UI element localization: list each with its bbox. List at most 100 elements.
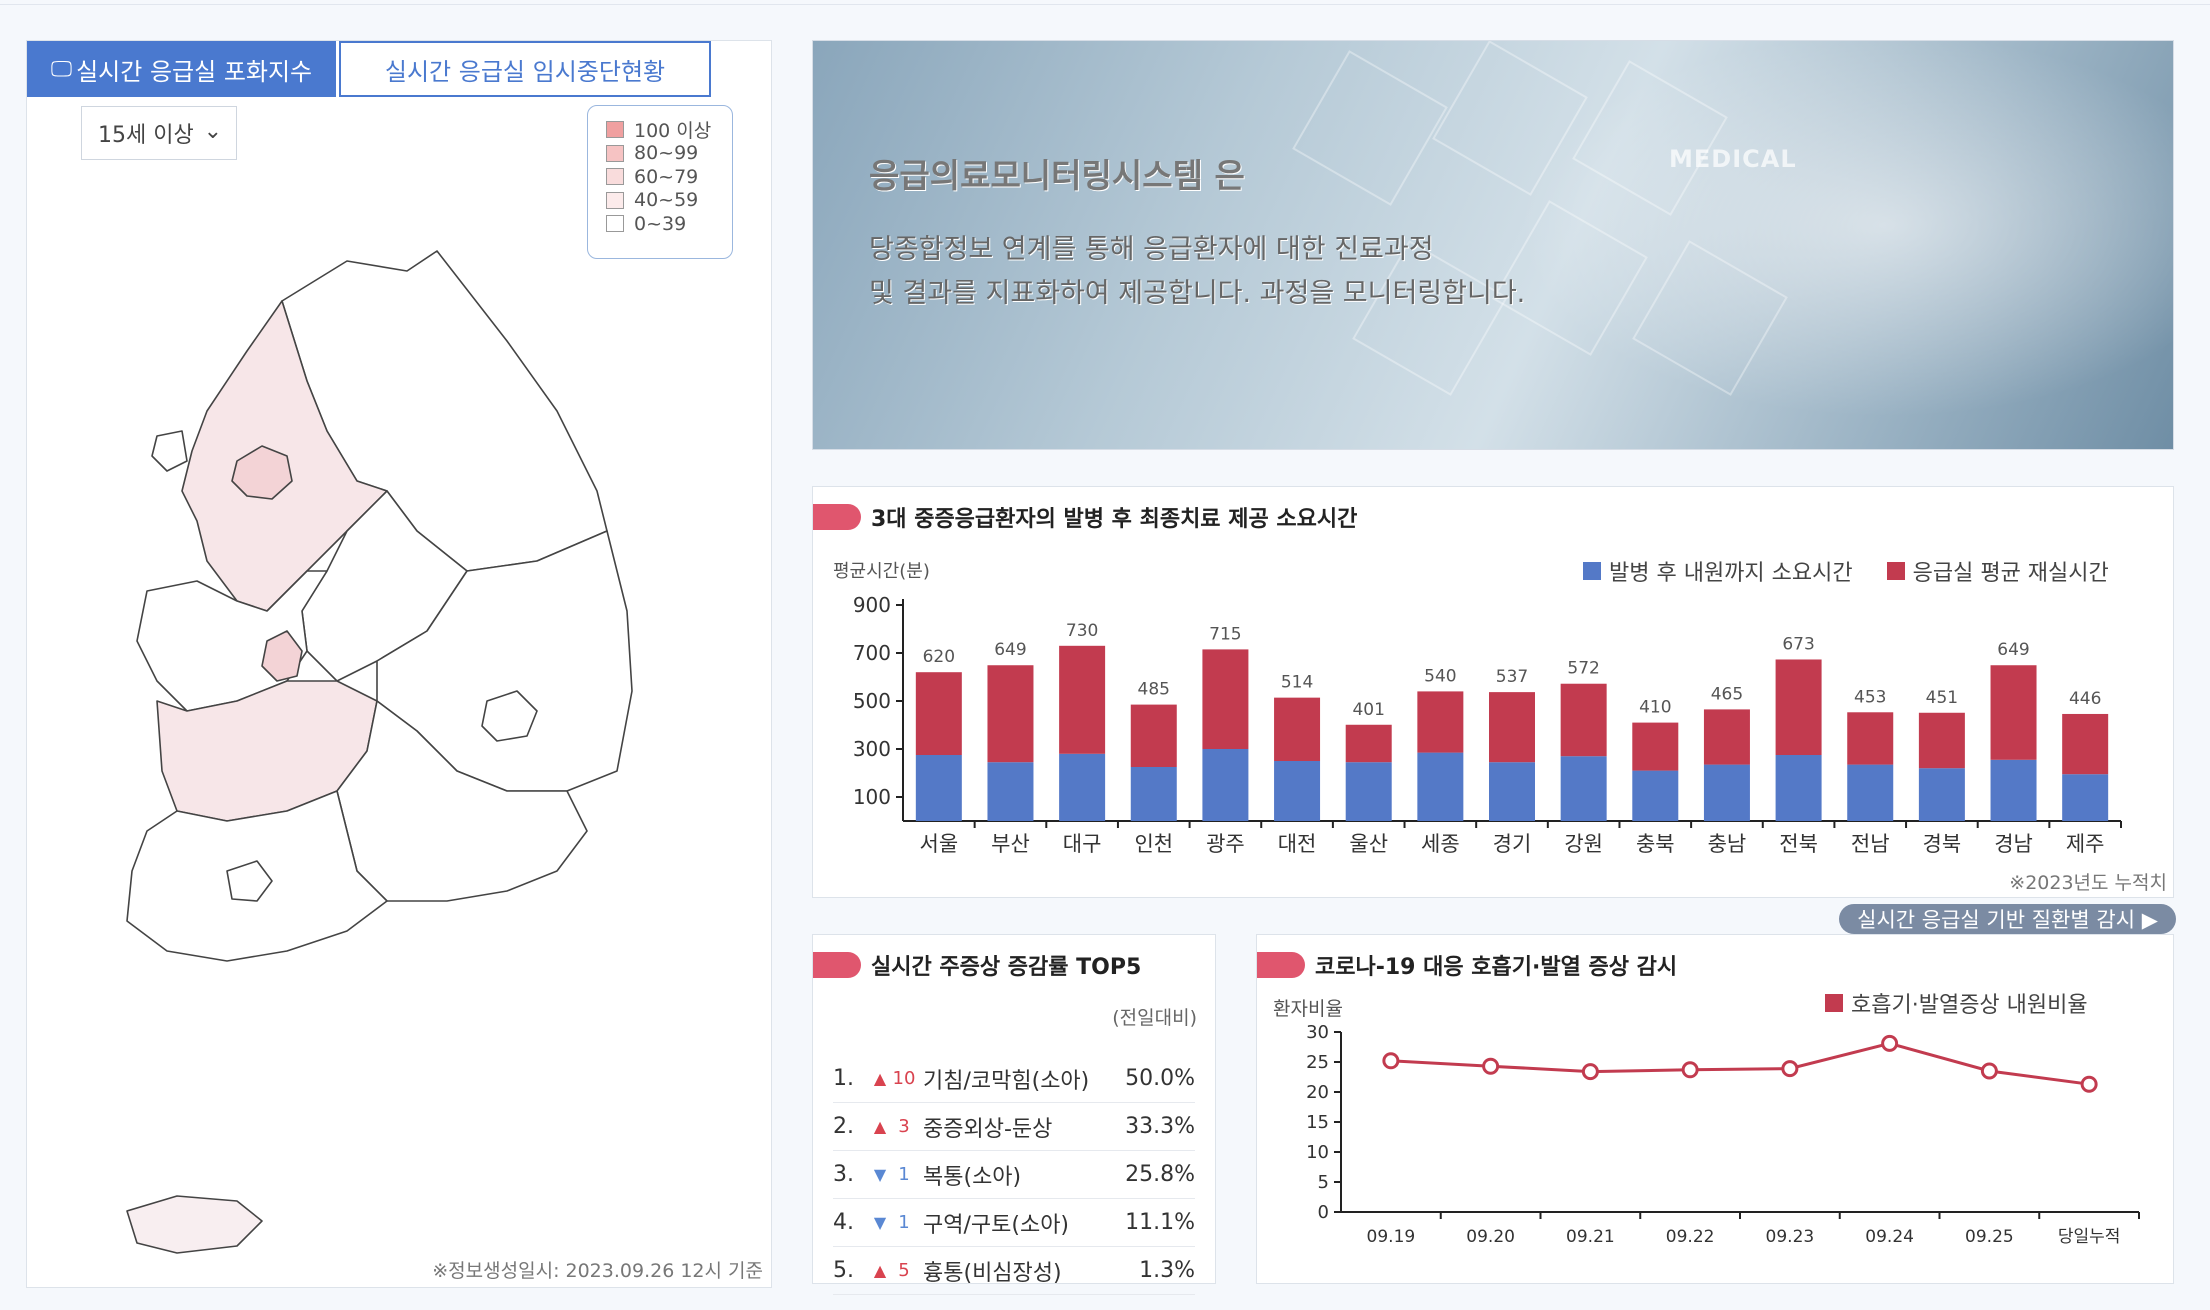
list-item[interactable]: 3. ▼ 1 복통(소아) 25.8%: [833, 1151, 1195, 1199]
triangle-down-icon: ▼: [873, 1165, 887, 1184]
rank: 3.: [833, 1162, 854, 1187]
region-incheon: [151, 430, 188, 472]
y-tick-label: 100: [853, 785, 891, 809]
bar-er-stay-time: [1918, 712, 1965, 769]
bar-arrival-time: [1345, 762, 1392, 821]
rank: 1.: [833, 1066, 854, 1091]
banner-description-line2: 및 결과를 지표화하여 제공합니다. 과정을 모니터링합니다.: [869, 278, 1526, 309]
bar-arrival-time: [1202, 749, 1249, 821]
bar-total-label: 620: [923, 647, 955, 667]
y-tick-label: 300: [853, 737, 891, 761]
covid-chart-title: 코로나-19 대응 호흡기·발열 증상 감시: [1315, 955, 1678, 980]
bar-total-label: 485: [1138, 680, 1170, 700]
bar-total-label: 514: [1281, 673, 1313, 693]
y-tick-label: 500: [853, 689, 891, 713]
bar-arrival-time: [1489, 762, 1535, 821]
bar-arrival-time: [1703, 764, 1750, 821]
x-tick-label: 대구: [1063, 832, 1102, 856]
bar-er-stay-time: [1990, 665, 2037, 760]
bar-total-label: 715: [1209, 624, 1241, 644]
treatment-time-chart-panel: 3대 중증응급환자의 발병 후 최종치료 제공 소요시간 발병 후 내원까지 소…: [812, 486, 2174, 898]
x-tick-label: 대전: [1278, 832, 1317, 856]
bar-er-stay-time: [987, 665, 1034, 763]
bar-er-stay-time: [1632, 722, 1679, 771]
x-tick-label: 광주: [1206, 832, 1245, 856]
legend-swatch: [606, 121, 624, 139]
region-seoul: [231, 445, 293, 500]
symptom-name: 구역/구토(소아): [923, 1212, 1070, 1238]
list-item[interactable]: 2. ▲ 3 중증외상-둔상 33.3%: [833, 1103, 1195, 1151]
covid-surveillance-panel: 코로나-19 대응 호흡기·발열 증상 감시 호흡기·발열증상 내원비율 환자비…: [1256, 934, 2174, 1284]
x-tick-label: 09.22: [1666, 1227, 1715, 1247]
tab-suspension-status[interactable]: 실시간 응급실 임시중단현황: [339, 41, 711, 97]
x-tick-label: 강원: [1564, 832, 1603, 856]
legend-swatch: [1583, 562, 1601, 580]
x-tick-label: 당일누적: [2058, 1227, 2121, 1247]
bar-arrival-time: [987, 762, 1034, 821]
age-filter-select[interactable]: 15세 이상 ⌄: [81, 106, 237, 160]
tab-saturation-index[interactable]: 🖵 실시간 응급실 포화지수: [27, 41, 336, 97]
triangle-up-icon: ▲: [873, 1261, 887, 1280]
increase-rate: 1.3%: [1139, 1258, 1195, 1283]
top5-list: 1. ▲ 10 기침/코막힘(소아) 50.0% 2. ▲ 3 중증외상-둔상 …: [833, 1055, 1195, 1295]
legend-swatch: [606, 168, 624, 186]
bar-total-label: 451: [1926, 688, 1958, 708]
bar-er-stay-time: [915, 672, 962, 755]
y-tick-label: 0: [1318, 1202, 1329, 1223]
change-count: 1: [898, 1164, 910, 1185]
bar-total-label: 401: [1352, 700, 1384, 720]
symptom-name: 복통(소아): [923, 1164, 1022, 1190]
bar-arrival-time: [1274, 761, 1321, 821]
treatment-time-chart-title: 3대 중증응급환자의 발병 후 최종치료 제공 소요시간: [871, 507, 1358, 532]
x-tick-label: 울산: [1349, 832, 1388, 856]
bar-er-stay-time: [1847, 712, 1894, 765]
region-jeju: [126, 1195, 263, 1254]
list-item[interactable]: 5. ▲ 5 흉통(비심장성) 1.3%: [833, 1247, 1195, 1295]
top5-panel: 실시간 주증상 증감률 TOP5 (전일대비) 1. ▲ 10 기침/코막힘(소…: [812, 934, 1216, 1295]
bar-total-label: 537: [1496, 667, 1528, 687]
banner-description-line1: 당종합정보 연계를 통해 응급환자에 대한 진료과정: [869, 234, 1434, 265]
bar-total-label: 453: [1854, 687, 1886, 707]
x-tick-label: 09.21: [1566, 1227, 1615, 1247]
list-item[interactable]: 1. ▲ 10 기침/코막힘(소아) 50.0%: [833, 1055, 1195, 1103]
increase-rate: 11.1%: [1125, 1210, 1195, 1235]
x-tick-label: 전북: [1779, 832, 1818, 856]
panel-title: 실시간 주증상 증감률 TOP5: [813, 949, 1141, 981]
banner-title: 응급의료모니터링시스템 은: [869, 156, 1245, 195]
y-tick-label: 900: [853, 593, 891, 617]
x-tick-label: 09.19: [1367, 1227, 1416, 1247]
x-tick-label: 09.23: [1766, 1227, 1815, 1247]
bar-arrival-time: [1560, 756, 1607, 821]
title-pill-icon: [813, 504, 861, 530]
x-tick-label: 인천: [1134, 832, 1173, 856]
x-tick-label: 제주: [2066, 832, 2105, 856]
bar-total-label: 649: [1997, 640, 2029, 660]
y-tick-label: 25: [1306, 1052, 1329, 1073]
x-tick-label: 경북: [1923, 832, 1962, 856]
disease-surveillance-link-button[interactable]: 실시간 응급실 기반 질환별 감시 ▶: [1839, 904, 2176, 934]
data-point: [1581, 1063, 1599, 1081]
chevron-down-icon: ⌄: [203, 119, 222, 144]
data-point: [1382, 1052, 1400, 1070]
line-chart-legend: 호흡기·발열증상 내원비율: [1825, 987, 2088, 1019]
increase-rate: 50.0%: [1125, 1066, 1195, 1091]
region-gwangju: [226, 860, 273, 902]
map-panel: 🖵 실시간 응급실 포화지수 실시간 응급실 임시중단현황 15세 이상 ⌄ 1…: [26, 40, 772, 1288]
list-item[interactable]: 4. ▼ 1 구역/구토(소아) 11.1%: [833, 1199, 1195, 1247]
bar-total-label: 465: [1711, 684, 1743, 704]
legend-item: 60~79: [606, 165, 732, 189]
age-filter-value: 15세 이상: [98, 123, 194, 148]
legend-swatch: [1825, 994, 1843, 1012]
korea-region-map[interactable]: [87, 231, 727, 1291]
system-banner: MEDICAL 응급의료모니터링시스템 은 당종합정보 연계를 통해 응급환자에…: [812, 40, 2174, 450]
y-tick-label: 30: [1306, 1022, 1329, 1043]
bar-total-label: 572: [1567, 659, 1599, 679]
region-gyeongnam: [336, 700, 588, 902]
x-tick-label: 부산: [991, 832, 1030, 856]
legend-swatch: [606, 191, 624, 209]
bar-arrival-time: [1059, 753, 1106, 821]
bar-chart-legend: 발병 후 내원까지 소요시간 응급실 평균 재실시간: [1583, 555, 2109, 587]
y-tick-label: 700: [853, 641, 891, 665]
legend-swatch: [606, 144, 624, 162]
tab-suspension-label: 실시간 응급실 임시중단현황: [384, 57, 666, 86]
